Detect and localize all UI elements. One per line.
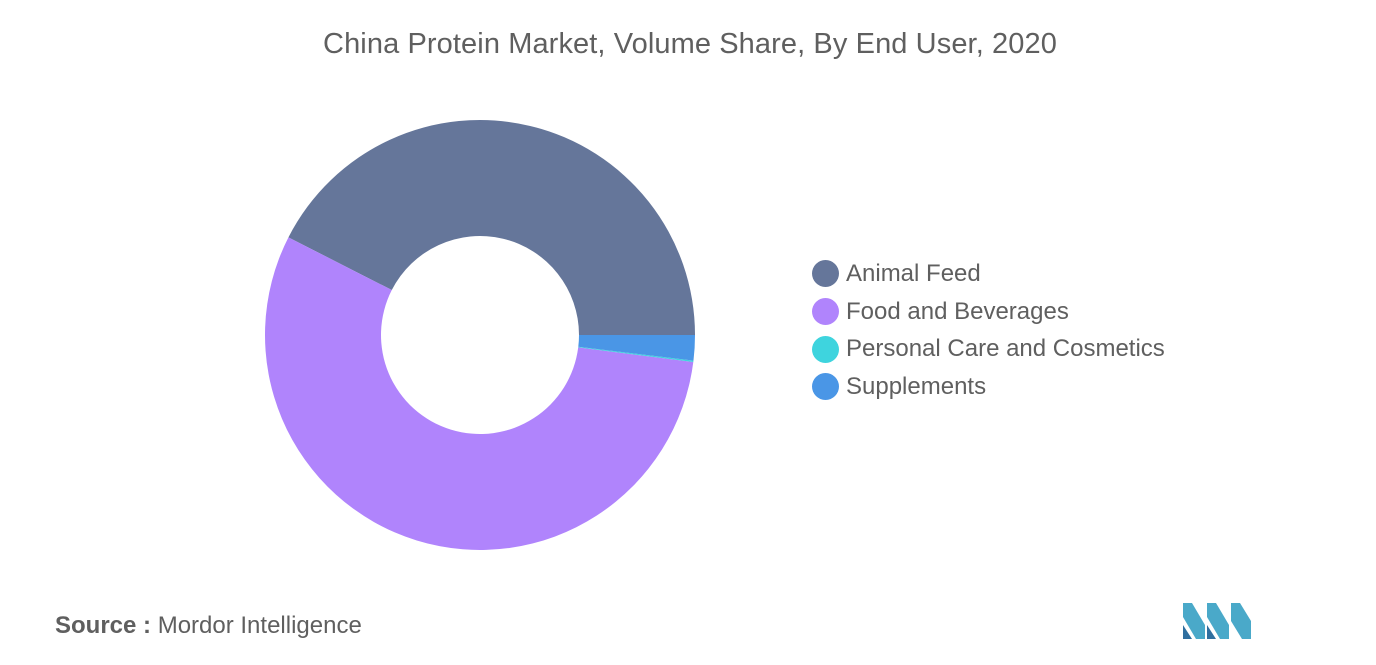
legend-item-supplements[interactable]: Supplements [812,368,1165,406]
logo-shape-right [1231,603,1251,639]
mordor-intelligence-logo-icon [1183,603,1251,639]
chart-title: China Protein Market, Volume Share, By E… [323,28,1057,60]
chart-legend: Animal Feed Food and Beverages Personal … [812,255,1165,406]
logo-shape-mid [1207,603,1229,639]
donut-slice-supplements[interactable] [578,335,695,361]
source-prefix: Source : [55,612,152,639]
legend-item-animal-feed[interactable]: Animal Feed [812,255,1165,293]
legend-label-food-and-beverages: Food and Beverages [846,297,1069,325]
source-note: Source : Mordor Intelligence [55,612,362,640]
legend-label-animal-feed: Animal Feed [846,259,981,287]
donut-slice-animal-feed[interactable] [288,120,695,336]
logo-shape-left [1183,603,1205,639]
source-name: Mordor Intelligence [157,612,362,639]
legend-label-supplements: Supplements [846,372,987,400]
logo-shape-base-left [1183,625,1192,639]
legend-swatch-supplements [812,373,839,401]
legend-item-food-and-beverages[interactable]: Food and Beverages [812,293,1165,331]
donut-slice-personal-care-and-cosmetics[interactable] [578,346,694,362]
logo-shape-base-mid [1207,625,1216,639]
legend-swatch-personal-care-and-cosmetics [812,335,839,363]
donut-slice-food-and-beverages[interactable] [265,237,694,550]
legend-label-personal-care-and-cosmetics: Personal Care and Cosmetics [846,335,1165,363]
legend-swatch-food-and-beverages [812,298,839,326]
legend-item-personal-care-and-cosmetics[interactable]: Personal Care and Cosmetics [812,330,1165,368]
legend-swatch-animal-feed [812,260,839,288]
